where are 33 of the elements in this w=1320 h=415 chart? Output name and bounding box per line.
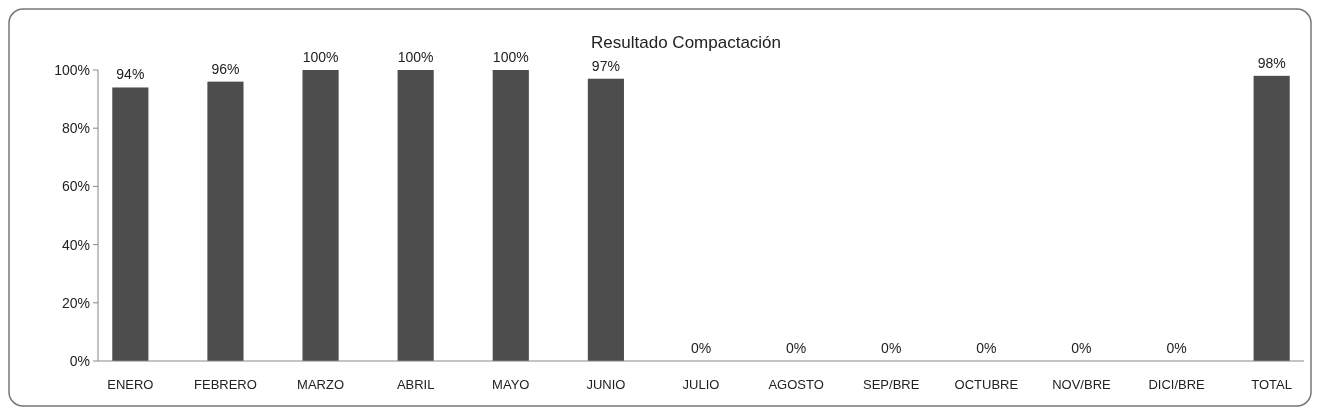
data-label: 94%: [116, 66, 145, 83]
y-tick-label: 100%: [54, 61, 90, 78]
y-tick-label: 20%: [61, 294, 90, 311]
x-tick-label: AGOSTO: [768, 377, 824, 392]
x-tick-label: FEBRERO: [194, 377, 257, 392]
data-label: 0%: [785, 340, 807, 356]
y-tick-label: 80%: [61, 120, 90, 137]
x-tick-label: OCTUBRE: [954, 377, 1019, 392]
x-tick-label: NOV/BRE: [1052, 377, 1112, 392]
x-tick-label: MARZO: [297, 377, 345, 392]
y-tick-label: 0%: [69, 352, 90, 369]
x-tick-label: ABRIL: [396, 377, 435, 392]
data-label: 0%: [1166, 340, 1187, 356]
data-label: 100%: [397, 49, 434, 65]
data-label: 0%: [1071, 340, 1092, 356]
data-label: 97%: [591, 57, 620, 74]
x-tick-label: JUNIO: [586, 377, 626, 392]
y-tick-label: 40%: [61, 236, 90, 253]
x-tick-label: ENERO: [107, 377, 154, 392]
x-tick-label: JULIO: [682, 377, 720, 392]
data-label: 98%: [1257, 54, 1286, 71]
y-tick-label: 60%: [61, 178, 90, 195]
x-tick-label: SEP/BRE: [863, 377, 920, 392]
data-label: 100%: [492, 49, 529, 65]
x-tick-label: MAYO: [492, 377, 530, 392]
x-tick-label: TOTAL: [1251, 377, 1293, 392]
data-label: 96%: [211, 60, 240, 77]
x-tick-label: DICI/BRE: [1148, 377, 1206, 392]
chart-title: Resultado Compactación: [591, 33, 782, 52]
data-label: 0%: [976, 340, 997, 356]
data-label: 0%: [690, 340, 712, 356]
data-label: 100%: [302, 49, 339, 65]
data-label: 0%: [881, 340, 902, 356]
